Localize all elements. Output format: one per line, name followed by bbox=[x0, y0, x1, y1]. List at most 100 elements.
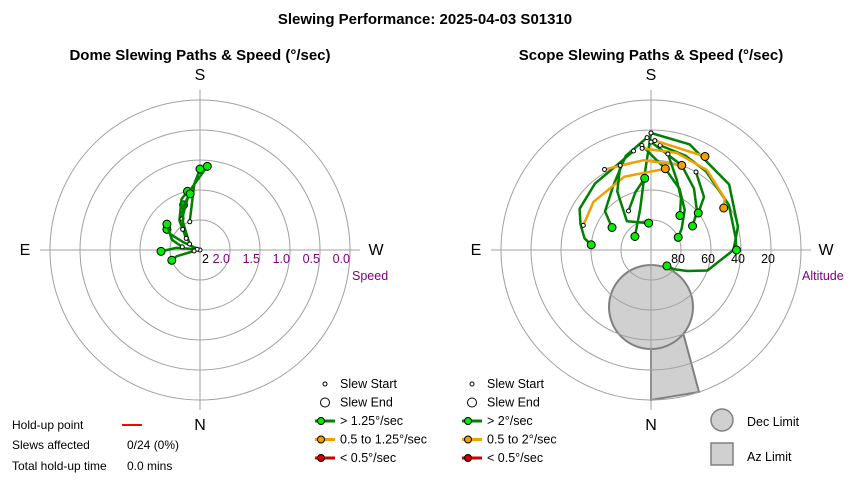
slews-affected-value: 0/24 (0%) bbox=[127, 438, 179, 452]
scope-dir-left: E bbox=[471, 242, 482, 259]
slew-end-point bbox=[688, 221, 698, 231]
slew-start-point bbox=[644, 135, 650, 141]
legend-label: Slew Start bbox=[340, 377, 397, 391]
scope-dir-top: S bbox=[646, 67, 657, 84]
scope-tick-label: 20 bbox=[761, 252, 775, 266]
scope-tick-label: 80 bbox=[671, 252, 685, 266]
slew-path bbox=[641, 147, 726, 209]
slew-start-point bbox=[180, 226, 186, 232]
slew-start-point bbox=[187, 241, 193, 247]
dome-radial-ticks: 2 2.0 1.5 1.0 0.5 0.0 bbox=[202, 252, 350, 266]
legend-label: 0.5 to 2°/sec bbox=[487, 433, 557, 447]
slew-end-point bbox=[673, 232, 683, 242]
slew-end-point bbox=[185, 189, 195, 199]
hold-up-time-label: Total hold-up time bbox=[12, 459, 107, 473]
slew-start-point bbox=[652, 138, 658, 144]
legend-label: Slew Start bbox=[487, 377, 544, 391]
dome-radial-label: Speed bbox=[352, 269, 388, 283]
legend-label: Slew End bbox=[487, 396, 540, 410]
scope-plot-title: Scope Slewing Paths & Speed (°/sec) bbox=[519, 47, 783, 64]
legend-label: < 0.5°/sec bbox=[487, 451, 543, 465]
scope-radial-ticks: 80 60 40 20 bbox=[671, 252, 775, 266]
scope-limit-shapes bbox=[608, 264, 701, 402]
dome-tick-label: 2.0 bbox=[213, 252, 230, 266]
slew-start-point bbox=[626, 208, 631, 214]
slew-path bbox=[650, 141, 699, 227]
dome-dir-left: E bbox=[20, 242, 31, 259]
slew-path bbox=[666, 153, 683, 216]
legend-label: Slew End bbox=[340, 396, 393, 410]
slew-end-point bbox=[630, 232, 640, 242]
legend-label: > 1.25°/sec bbox=[340, 414, 403, 428]
legend-dot-swatch bbox=[464, 454, 472, 462]
dome-tick-label: 0.0 bbox=[333, 252, 350, 266]
scope-polar-plot: Scope Slewing Paths & Speed (°/sec) S E … bbox=[462, 47, 844, 466]
legend-end-marker bbox=[320, 397, 330, 408]
slew-end-point bbox=[607, 223, 617, 232]
slew-start-point bbox=[191, 248, 197, 254]
slew-end-point bbox=[202, 161, 212, 171]
legend-dot-swatch bbox=[317, 454, 325, 462]
az-limit-legend-label: Az Limit bbox=[747, 450, 792, 464]
slew-path bbox=[616, 165, 649, 225]
legend-dot-swatch bbox=[464, 435, 472, 444]
legend-end-marker bbox=[467, 397, 477, 408]
scope-dir-right: W bbox=[818, 242, 834, 259]
scope-legend: Slew Start Slew End > 2°/sec 0.5 to 2°/sec <… bbox=[462, 377, 557, 465]
dome-tick-label-partial: 2 bbox=[202, 252, 209, 266]
slew-start-point bbox=[665, 151, 671, 157]
dome-dir-top: S bbox=[195, 67, 206, 84]
slew-end-point bbox=[644, 218, 654, 228]
slew-start-point bbox=[631, 148, 637, 154]
scope-radial-label: Altitude bbox=[802, 269, 844, 283]
dec-limit-legend-label: Dec Limit bbox=[747, 415, 800, 429]
dome-tick-label: 0.5 bbox=[303, 252, 320, 266]
slew-end-point bbox=[162, 219, 172, 229]
slew-start-point bbox=[187, 219, 193, 225]
legend-start-marker bbox=[322, 381, 328, 387]
slew-start-point bbox=[648, 130, 654, 136]
dome-paths bbox=[156, 161, 212, 265]
slew-start-point bbox=[179, 244, 185, 250]
slew-end-point bbox=[719, 203, 729, 213]
slew-end-point bbox=[156, 246, 166, 256]
legend-start-marker bbox=[469, 381, 475, 387]
slew-end-point bbox=[640, 173, 650, 183]
slew-end-point bbox=[675, 211, 685, 221]
slew-start-point bbox=[183, 235, 189, 241]
dome-plot-title: Dome Slewing Paths & Speed (°/sec) bbox=[69, 47, 330, 64]
dome-legend: Slew Start Slew End > 1.25°/sec 0.5 to 1.25… bbox=[315, 377, 427, 465]
slew-start-point bbox=[693, 169, 699, 175]
scope-dir-bottom: N bbox=[645, 417, 657, 434]
slew-end-point bbox=[660, 164, 670, 174]
slew-path bbox=[654, 139, 706, 158]
slew-path bbox=[165, 223, 184, 248]
slew-end-point bbox=[662, 261, 672, 271]
slew-path bbox=[627, 177, 646, 212]
slew-end-point bbox=[677, 160, 687, 170]
az-limit-legend-marker bbox=[710, 442, 734, 466]
slew-path bbox=[582, 167, 666, 226]
legend-dot-swatch bbox=[317, 417, 325, 425]
scope-tick-label: 40 bbox=[731, 252, 745, 266]
slew-end-point bbox=[693, 208, 703, 218]
scope-paths bbox=[578, 130, 741, 273]
slew-end-point bbox=[732, 245, 741, 255]
slew-start-point bbox=[617, 162, 623, 168]
hold-up-point-label: Hold-up point bbox=[12, 418, 84, 432]
scope-tick-label: 60 bbox=[701, 252, 715, 266]
scope-limit-legend: Dec Limit Az Limit bbox=[710, 408, 800, 466]
slews-affected-label: Slews affected bbox=[12, 438, 90, 452]
dome-grid bbox=[40, 90, 360, 410]
slew-path bbox=[694, 171, 706, 214]
dome-tick-label: 1.0 bbox=[273, 252, 290, 266]
slew-end-point bbox=[167, 255, 177, 265]
hold-up-time-value: 0.0 mins bbox=[127, 459, 172, 473]
slew-start-point bbox=[580, 222, 586, 228]
slew-end-point bbox=[586, 240, 596, 250]
hold-up-panel: Hold-up point Slews affected 0/24 (0%) T… bbox=[12, 418, 179, 473]
slew-start-point bbox=[602, 166, 607, 172]
legend-dot-swatch bbox=[317, 435, 325, 444]
